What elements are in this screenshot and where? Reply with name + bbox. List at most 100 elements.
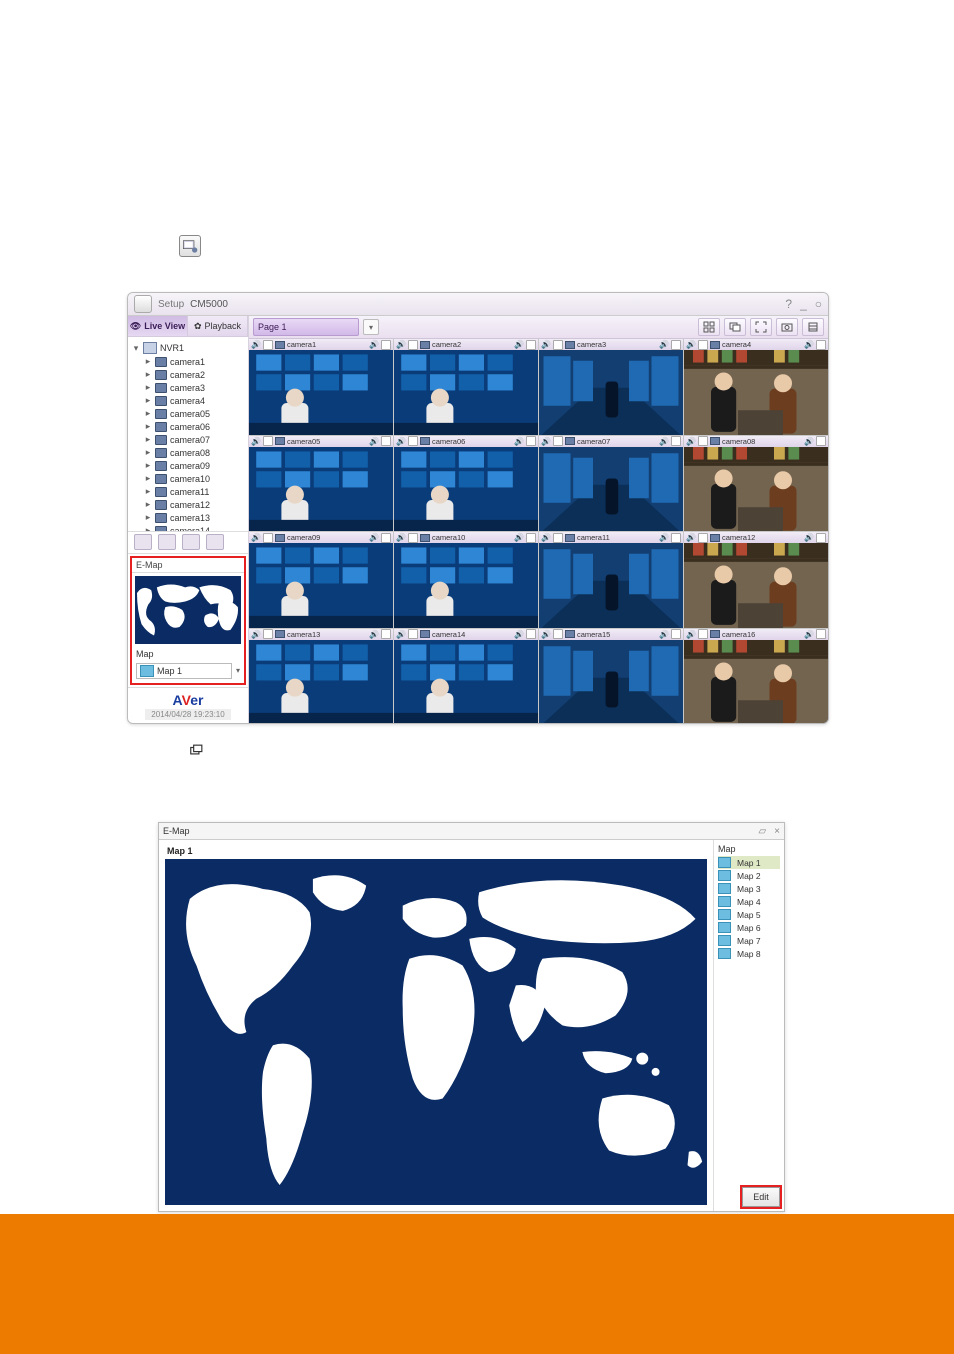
camera-cell[interactable]: 🔊camera11🔊 bbox=[539, 532, 683, 628]
tree-camera-item[interactable]: ▸camera13 bbox=[144, 511, 244, 524]
emap-map-select[interactable]: Map 1 bbox=[136, 663, 232, 679]
speaker-icon[interactable]: 🔊 bbox=[659, 437, 669, 446]
speaker-icon[interactable]: 🔊 bbox=[686, 533, 696, 542]
speaker-icon[interactable]: 🔊 bbox=[659, 533, 669, 542]
emap-popout-button[interactable]: ▱ bbox=[758, 826, 766, 837]
tree-camera-item[interactable]: ▸camera14 bbox=[144, 524, 244, 531]
tree-camera-item[interactable]: ▸camera2 bbox=[144, 368, 244, 381]
speaker-icon[interactable]: 🔊 bbox=[804, 533, 814, 542]
sidebar-tool-3[interactable] bbox=[182, 534, 200, 550]
page-icon[interactable] bbox=[408, 629, 418, 639]
speaker-icon[interactable]: 🔊 bbox=[251, 437, 261, 446]
sidebar-tool-2[interactable] bbox=[158, 534, 176, 550]
speaker-icon[interactable]: 🔊 bbox=[686, 340, 696, 349]
page-select[interactable]: Page 1 bbox=[253, 318, 359, 336]
snapshot-button[interactable] bbox=[776, 318, 798, 336]
speaker-icon[interactable]: 🔊 bbox=[396, 340, 406, 349]
expand-icon[interactable] bbox=[526, 340, 536, 350]
camera-cell[interactable]: 🔊camera3🔊 bbox=[539, 339, 683, 435]
camera-cell[interactable]: 🔊camera1🔊 bbox=[249, 339, 393, 435]
tree-camera-item[interactable]: ▸camera07 bbox=[144, 433, 244, 446]
expand-icon[interactable] bbox=[381, 533, 391, 543]
map-list[interactable]: Map 1Map 2Map 3Map 4Map 5Map 6Map 7Map 8 bbox=[714, 856, 784, 1183]
tree-camera-item[interactable]: ▸camera11 bbox=[144, 485, 244, 498]
map-list-item[interactable]: Map 7 bbox=[718, 934, 780, 947]
speaker-icon[interactable]: 🔊 bbox=[514, 340, 524, 349]
camera-cell[interactable]: 🔊camera10🔊 bbox=[394, 532, 538, 628]
speaker-icon[interactable]: 🔊 bbox=[659, 340, 669, 349]
tree-camera-item[interactable]: ▸camera05 bbox=[144, 407, 244, 420]
expand-icon[interactable] bbox=[671, 629, 681, 639]
map-list-item[interactable]: Map 2 bbox=[718, 869, 780, 882]
expand-icon[interactable] bbox=[671, 340, 681, 350]
page-icon[interactable] bbox=[698, 436, 708, 446]
camera-cell[interactable]: 🔊camera09🔊 bbox=[249, 532, 393, 628]
speaker-icon[interactable]: 🔊 bbox=[369, 437, 379, 446]
map-list-item[interactable]: Map 1 bbox=[718, 856, 780, 869]
speaker-icon[interactable]: 🔊 bbox=[369, 340, 379, 349]
expand-icon[interactable] bbox=[816, 629, 826, 639]
map-list-item[interactable]: Map 6 bbox=[718, 921, 780, 934]
page-icon[interactable] bbox=[408, 436, 418, 446]
multi-screen-button[interactable] bbox=[724, 318, 746, 336]
tree-camera-item[interactable]: ▸camera12 bbox=[144, 498, 244, 511]
speaker-icon[interactable]: 🔊 bbox=[541, 630, 551, 639]
expand-icon[interactable] bbox=[671, 436, 681, 446]
speaker-icon[interactable]: 🔊 bbox=[686, 437, 696, 446]
page-icon[interactable] bbox=[263, 436, 273, 446]
edit-button[interactable]: Edit bbox=[742, 1187, 780, 1207]
page-icon[interactable] bbox=[698, 533, 708, 543]
speaker-icon[interactable]: 🔊 bbox=[369, 630, 379, 639]
camera-tree[interactable]: ▾ NVR1 ▸camera1▸camera2▸camera3▸camera4▸… bbox=[128, 337, 248, 531]
camera-cell[interactable]: 🔊camera4🔊 bbox=[684, 339, 828, 435]
camera-cell[interactable]: 🔊camera13🔊 bbox=[249, 629, 393, 725]
expand-icon[interactable] bbox=[526, 436, 536, 446]
gear-icon[interactable] bbox=[134, 295, 152, 313]
tree-camera-item[interactable]: ▸camera09 bbox=[144, 459, 244, 472]
expand-icon[interactable] bbox=[816, 340, 826, 350]
speaker-icon[interactable]: 🔊 bbox=[251, 630, 261, 639]
emap-thumbnail[interactable] bbox=[135, 576, 241, 644]
expand-icon[interactable] bbox=[816, 436, 826, 446]
speaker-icon[interactable]: 🔊 bbox=[369, 533, 379, 542]
close-button[interactable]: ○ bbox=[815, 297, 822, 311]
tab-live-view[interactable]: 👁 Live View bbox=[128, 316, 188, 336]
options-button[interactable] bbox=[802, 318, 824, 336]
speaker-icon[interactable]: 🔊 bbox=[514, 630, 524, 639]
page-icon[interactable] bbox=[408, 533, 418, 543]
speaker-icon[interactable]: 🔊 bbox=[541, 340, 551, 349]
map-list-item[interactable]: Map 4 bbox=[718, 895, 780, 908]
map-list-item[interactable]: Map 3 bbox=[718, 882, 780, 895]
speaker-icon[interactable]: 🔊 bbox=[251, 340, 261, 349]
page-icon[interactable] bbox=[553, 533, 563, 543]
emap-close-button[interactable]: × bbox=[774, 826, 780, 837]
map-list-item[interactable]: Map 8 bbox=[718, 947, 780, 960]
tree-camera-item[interactable]: ▸camera08 bbox=[144, 446, 244, 459]
speaker-icon[interactable]: 🔊 bbox=[251, 533, 261, 542]
expand-icon[interactable] bbox=[671, 533, 681, 543]
speaker-icon[interactable]: 🔊 bbox=[686, 630, 696, 639]
fullscreen-button[interactable] bbox=[750, 318, 772, 336]
camera-cell[interactable]: 🔊camera07🔊 bbox=[539, 436, 683, 532]
minimize-button[interactable]: _ bbox=[800, 297, 807, 311]
tab-playback[interactable]: ✿ Playback bbox=[188, 316, 248, 336]
speaker-icon[interactable]: 🔊 bbox=[396, 630, 406, 639]
tree-camera-item[interactable]: ▸camera1 bbox=[144, 355, 244, 368]
map-list-item[interactable]: Map 5 bbox=[718, 908, 780, 921]
speaker-icon[interactable]: 🔊 bbox=[541, 437, 551, 446]
tree-camera-item[interactable]: ▸camera4 bbox=[144, 394, 244, 407]
expand-icon[interactable] bbox=[381, 340, 391, 350]
tree-camera-item[interactable]: ▸camera10 bbox=[144, 472, 244, 485]
setup-label[interactable]: Setup bbox=[158, 299, 184, 310]
grid-split-button[interactable] bbox=[698, 318, 720, 336]
page-icon[interactable] bbox=[698, 340, 708, 350]
expand-icon[interactable] bbox=[526, 629, 536, 639]
expand-icon[interactable] bbox=[816, 533, 826, 543]
camera-cell[interactable]: 🔊camera08🔊 bbox=[684, 436, 828, 532]
chevron-down-icon[interactable]: ▾ bbox=[236, 666, 240, 675]
page-icon[interactable] bbox=[553, 340, 563, 350]
camera-cell[interactable]: 🔊camera2🔊 bbox=[394, 339, 538, 435]
sidebar-tool-4[interactable] bbox=[206, 534, 224, 550]
camera-cell[interactable]: 🔊camera12🔊 bbox=[684, 532, 828, 628]
expand-icon[interactable] bbox=[381, 629, 391, 639]
